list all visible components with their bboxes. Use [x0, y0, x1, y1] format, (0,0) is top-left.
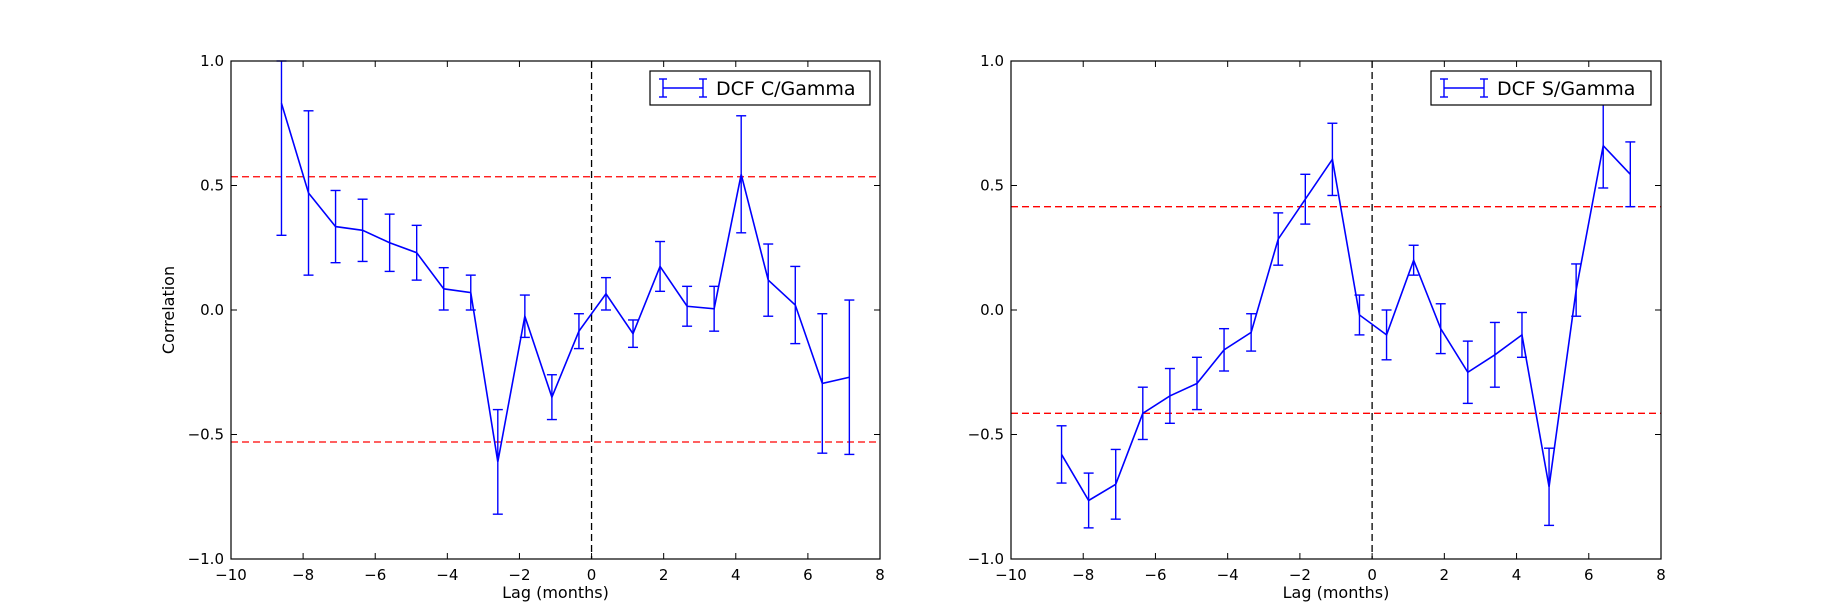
errorbar — [519, 294, 530, 339]
errorbar — [1083, 472, 1094, 529]
x-tick-label: 0 — [1367, 566, 1377, 584]
x-tick-label: 2 — [1440, 566, 1450, 584]
errorbar — [1354, 294, 1365, 336]
x-tick-label: 2 — [659, 566, 669, 584]
errorbar — [384, 213, 395, 273]
x-tick-label: −6 — [364, 566, 386, 584]
legend-label: DCF C/Gamma — [716, 78, 856, 100]
plot-frame — [230, 60, 881, 560]
errorbar — [1571, 263, 1582, 317]
legend-label: DCF S/Gamma — [1497, 78, 1635, 100]
x-tick-label: 6 — [803, 566, 813, 584]
legend: DCF C/Gamma — [649, 70, 871, 106]
errorbar — [1110, 448, 1121, 520]
x-tick-label: 4 — [1512, 566, 1522, 584]
x-tick-label: −10 — [995, 566, 1027, 584]
y-tick-label: 0.5 — [980, 177, 1004, 195]
errorbar — [628, 319, 639, 349]
errorbar — [1137, 386, 1148, 441]
errorbar — [357, 198, 368, 263]
errorbar — [330, 189, 341, 264]
y-tick-label: −0.5 — [188, 426, 224, 444]
x-tick-label: −10 — [215, 566, 247, 584]
series-line — [1060, 143, 1631, 502]
x-tick-label: −2 — [508, 566, 530, 584]
x-tick-label: 8 — [1656, 566, 1666, 584]
y-axis-label: Correlation — [159, 266, 178, 354]
x-tick-label: −4 — [1217, 566, 1239, 584]
x-tick-label: −8 — [1072, 566, 1094, 584]
errorbar — [276, 60, 287, 237]
errorbar — [1191, 356, 1202, 411]
errorbar — [573, 313, 584, 350]
errorbar — [1300, 173, 1311, 225]
x-axis-label: Lag (months) — [502, 583, 609, 602]
x-tick-label: −6 — [1144, 566, 1166, 584]
y-tick-label: −1.0 — [188, 550, 224, 568]
errorbar — [1625, 141, 1636, 208]
plot-frame — [1010, 60, 1662, 560]
chart-dcf-c-gamma: −10 −8 −6 −4 −2 0 2 4 6 8 −1.0 −0.5 0.0 0.5 1.0 Lag (mo… — [159, 52, 885, 602]
x-tick-label: −8 — [292, 566, 314, 584]
errorbar — [1462, 340, 1473, 405]
errorbar — [600, 276, 611, 311]
errorbar — [1219, 327, 1230, 372]
y-tick-label: 1.0 — [200, 52, 224, 70]
errorbar — [1246, 313, 1257, 352]
errorbar — [763, 243, 774, 317]
errorbar — [1381, 309, 1392, 361]
x-tick-label: 0 — [587, 566, 597, 584]
legend: DCF S/Gamma — [1430, 70, 1652, 106]
errorbar — [1435, 303, 1446, 355]
errorbar — [790, 265, 801, 345]
x-tick-label: −4 — [436, 566, 458, 584]
errorbar — [492, 408, 503, 515]
errorbar — [1056, 425, 1067, 484]
errorbar — [709, 285, 720, 332]
chart-dcf-s-gamma: −10 −8 −6 −4 −2 0 2 4 6 8 −1.0 −0.5 0.0 0.5 1.0 Lag (mo… — [968, 52, 1666, 602]
y-tick-label: 1.0 — [980, 52, 1004, 70]
errorbar — [655, 240, 666, 293]
errorbar — [303, 110, 314, 276]
x-axis-label: Lag (months) — [1283, 583, 1390, 602]
y-tick-label: 0.5 — [200, 177, 224, 195]
errorbar — [736, 115, 747, 234]
errorbar — [1489, 321, 1500, 388]
y-tick-label: −1.0 — [968, 550, 1004, 568]
errorbar — [411, 224, 422, 281]
series-line — [280, 103, 850, 463]
errorbar — [546, 374, 557, 421]
x-tick-label: −2 — [1289, 566, 1311, 584]
errorbar — [465, 274, 476, 311]
errorbar — [1327, 122, 1338, 197]
y-tick-label: 0.0 — [200, 301, 224, 319]
errorbar — [1408, 244, 1419, 276]
y-tick-label: −0.5 — [968, 426, 1004, 444]
errorbar — [817, 313, 828, 454]
errorbar — [1544, 447, 1555, 527]
errorbar — [1273, 212, 1284, 266]
errorbar — [1598, 102, 1609, 189]
x-tick-label: 8 — [875, 566, 885, 584]
errorbar — [682, 285, 693, 327]
errorbar — [844, 299, 855, 456]
y-tick-label: 0.0 — [980, 301, 1004, 319]
errorbar — [1516, 311, 1527, 359]
x-tick-label: 6 — [1584, 566, 1594, 584]
x-tick-label: 4 — [731, 566, 741, 584]
errorbar — [1164, 367, 1175, 424]
errorbar — [438, 266, 449, 311]
